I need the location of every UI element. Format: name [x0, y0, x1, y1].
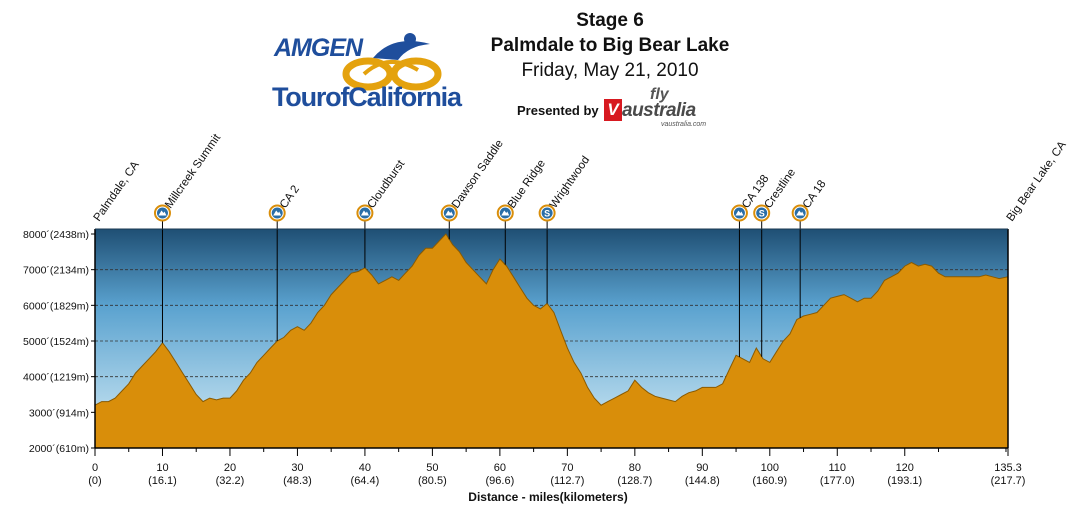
x-tick-sublabel: (217.7)	[991, 475, 1026, 487]
y-tick-label: 6000´(1829m)	[23, 300, 89, 312]
endpoint-label: Palmdale, CA	[92, 159, 142, 224]
x-tick-label: 50	[426, 462, 438, 474]
x-tick-sublabel: (128.7)	[617, 475, 652, 487]
x-tick-label: 135.3	[994, 462, 1022, 474]
logo-tour-of-california: TourofCalifornia	[272, 82, 462, 112]
axes: 0(0) 10(16.1) 20(32.2) 30(48.3) 40(64.4) 50(8…	[23, 228, 1026, 487]
presented-by-label: Presented by	[517, 103, 599, 118]
mountain-glyph	[273, 210, 282, 216]
y-tick-label: 3000´(914m)	[29, 407, 89, 419]
x-tick-sublabel: (193.1)	[887, 475, 922, 487]
mountain-glyph	[158, 210, 167, 216]
mountain-glyph	[445, 210, 454, 216]
marker-icon-fill	[541, 207, 553, 219]
x-tick-label: 0	[92, 462, 98, 474]
logo-cyclist-icon	[338, 30, 448, 97]
sponsor-url: vaustralia.com	[661, 121, 707, 128]
mountain-glyph	[796, 210, 805, 216]
x-tick-label: 80	[629, 462, 641, 474]
marker-label: Cloudburst	[366, 158, 408, 211]
stage-title: Stage 6	[576, 10, 644, 31]
mountain-glyph	[735, 210, 744, 216]
sprint-letter: S	[759, 209, 765, 219]
x-tick-label: 100	[761, 462, 779, 474]
marker-label: Crestline	[762, 167, 798, 211]
header: AMGEN TourofCalifornia Stage 6 Palmdale …	[0, 0, 1088, 140]
sponsor-fly: fly	[650, 86, 669, 103]
marker-label: Millcreek Summit	[163, 131, 224, 210]
x-tick-label: 90	[696, 462, 708, 474]
x-tick-sublabel: (112.7)	[550, 475, 584, 487]
marker-label: CA 18	[801, 178, 829, 211]
x-axis-title: Distance - miles(kilometers)	[468, 490, 627, 504]
x-tick-label: 110	[829, 462, 847, 474]
x-tick-sublabel: (177.0)	[820, 475, 855, 487]
x-tick-sublabel: (0)	[88, 475, 101, 487]
date-title: Friday, May 21, 2010	[521, 60, 699, 81]
marker-label: Dawson Saddle	[450, 138, 506, 211]
x-tick-sublabel: (160.9)	[752, 475, 787, 487]
marker-label: Blue Ridge	[506, 158, 548, 211]
mountain-glyph	[501, 210, 510, 216]
x-tick-label: 70	[561, 462, 573, 474]
y-tick-label: 8000´(2438m)	[23, 229, 89, 241]
x-tick-label: 120	[896, 462, 914, 474]
sprint-letter: S	[544, 209, 550, 219]
marker-icon-fill	[756, 207, 768, 219]
x-tick-sublabel: (48.3)	[283, 475, 312, 487]
x-tick-label: 40	[359, 462, 371, 474]
x-tick-label: 60	[494, 462, 506, 474]
marker-label: Wrightwood	[548, 154, 593, 210]
x-tick-sublabel: (144.8)	[685, 475, 720, 487]
x-tick-sublabel: (32.2)	[216, 475, 245, 487]
y-tick-label: 5000´(1524m)	[23, 336, 89, 348]
x-tick-sublabel: (64.4)	[351, 475, 380, 487]
y-tick-label: 2000´(610m)	[29, 443, 89, 455]
endpoint-label: Big Bear Lake, CA	[1005, 139, 1069, 224]
marker-label: CA 2	[278, 183, 302, 210]
x-tick-label: 10	[156, 462, 168, 474]
sponsor-v-logo: V	[604, 99, 622, 121]
sponsor-name: australia	[622, 100, 696, 121]
logo-amgen: AMGEN	[274, 34, 363, 62]
y-tick-label: 4000´(1219m)	[23, 372, 89, 384]
route-title: Palmdale to Big Bear Lake	[490, 35, 730, 56]
x-tick-sublabel: (16.1)	[148, 475, 177, 487]
elevation-profile	[94, 233, 1009, 449]
x-tick-label: 30	[291, 462, 303, 474]
x-tick-label: 20	[224, 462, 236, 474]
y-tick-label: 7000´(2134m)	[23, 265, 89, 277]
x-tick-sublabel: (80.5)	[418, 475, 447, 487]
x-tick-sublabel: (96.6)	[486, 475, 515, 487]
mountain-glyph	[360, 210, 369, 216]
